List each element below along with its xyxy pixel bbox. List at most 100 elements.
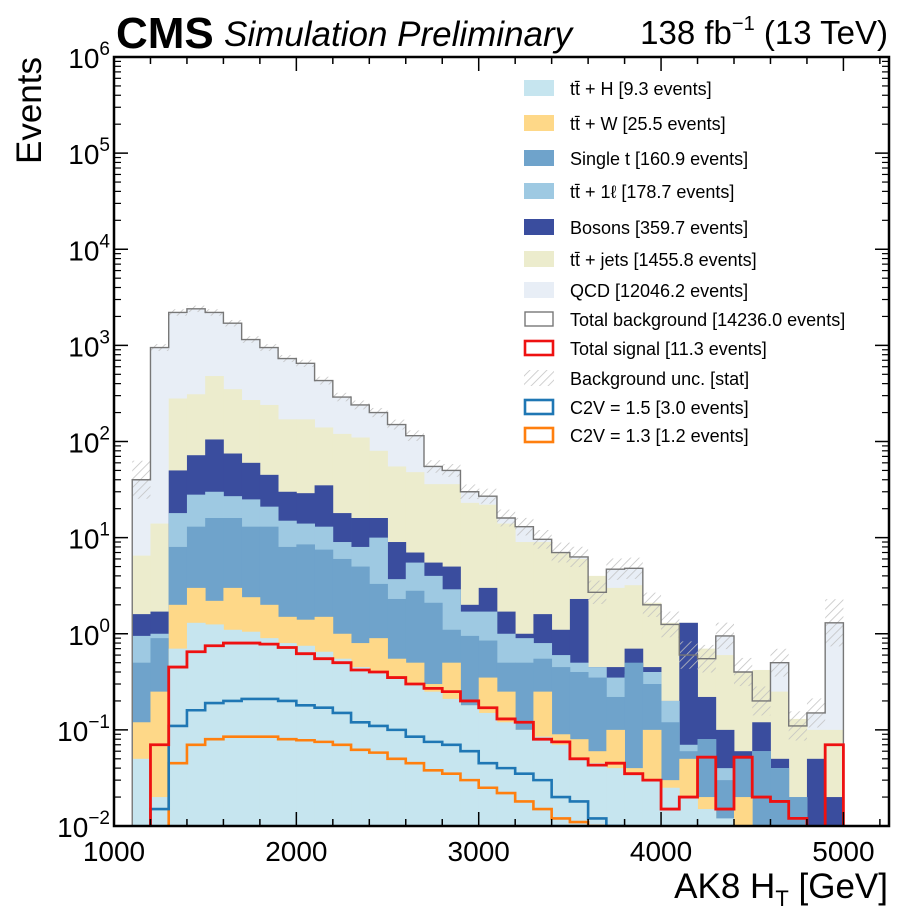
bar-ttH bbox=[715, 818, 735, 826]
bar-ttH bbox=[351, 667, 370, 826]
y-tick-label: 105 bbox=[68, 135, 110, 170]
c2v-1p3-line bbox=[167, 735, 608, 826]
x-tick-label: 1000 bbox=[83, 836, 145, 867]
y-tick-label: 100 bbox=[68, 616, 110, 651]
bar-ttH bbox=[442, 698, 461, 826]
legend-item-ttW: tt̄ + W [25.5 events] bbox=[524, 114, 726, 134]
bar-ttH bbox=[259, 638, 279, 826]
legend-label: C2V = 1.3 [1.2 events] bbox=[570, 426, 749, 446]
legend-label: Single t [160.9 events] bbox=[570, 149, 748, 169]
bar-ttH bbox=[679, 797, 698, 826]
bar-bosons bbox=[806, 758, 826, 826]
bar-ttH bbox=[642, 780, 662, 826]
legend-item-ttH: tt̄ + H [9.3 events] bbox=[524, 79, 712, 99]
x-tick-label: 5000 bbox=[812, 836, 874, 867]
bar-ttH bbox=[569, 758, 589, 826]
legend-label: tt̄ + H [9.3 events] bbox=[570, 79, 712, 99]
legend-item-hatch: Background unc. [stat] bbox=[524, 369, 749, 389]
bar-ttH bbox=[150, 797, 170, 826]
legend-swatch bbox=[523, 398, 555, 416]
bar-ttW bbox=[734, 797, 753, 826]
total-background-line bbox=[131, 308, 845, 826]
bar-ttW bbox=[150, 691, 170, 826]
bar-ttH bbox=[606, 768, 625, 826]
bar-ttH bbox=[515, 729, 534, 826]
bar-ttH bbox=[588, 763, 607, 826]
y-tick-label: 106 bbox=[68, 39, 110, 74]
legend-swatch bbox=[524, 150, 554, 166]
legend-item-qcd: QCD [12046.2 events] bbox=[524, 281, 748, 301]
total-signal-line bbox=[149, 641, 845, 826]
bar-ttH bbox=[478, 712, 498, 826]
legend-swatch bbox=[524, 183, 554, 199]
legend-label: C2V = 1.5 [3.0 events] bbox=[570, 398, 749, 418]
x-tick-label: 2000 bbox=[265, 836, 327, 867]
legend-label: Total background [14236.0 events] bbox=[570, 310, 845, 330]
legend-item-bosons: Bosons [359.7 events] bbox=[524, 218, 748, 238]
bar-ttH bbox=[296, 645, 315, 826]
legend-swatch bbox=[524, 80, 554, 96]
legend-swatch bbox=[524, 251, 554, 267]
legend-item-single_t: Single t [160.9 events] bbox=[524, 149, 748, 169]
y-tick-label: 101 bbox=[68, 520, 110, 555]
lumi-value: 138 fb bbox=[640, 14, 732, 51]
legend-swatch bbox=[524, 219, 554, 235]
x-axis-label-unit: [GeV] bbox=[789, 867, 888, 906]
legend-swatch bbox=[524, 115, 554, 131]
y-tick-label: 104 bbox=[68, 231, 110, 266]
legend-label: tt̄ + 1ℓ [178.7 events] bbox=[570, 182, 734, 202]
bar-ttH bbox=[661, 787, 680, 826]
x-axis-label-main: AK8 H bbox=[674, 867, 775, 906]
legend-label: QCD [12046.2 events] bbox=[570, 281, 748, 301]
x-axis-label-sub: T bbox=[775, 886, 788, 911]
legend-label: tt̄ + W [25.5 events] bbox=[570, 114, 726, 134]
bar-ttH bbox=[332, 658, 352, 826]
legend-label: Total signal [11.3 events] bbox=[570, 339, 767, 359]
legend: tt̄ + H [9.3 events] tt̄ + W [25.5 events… bbox=[523, 79, 845, 446]
y-tick-label: 10−2 bbox=[57, 808, 110, 843]
status-label: Simulation Preliminary bbox=[224, 15, 575, 54]
bar-bosons bbox=[825, 797, 844, 826]
bar-ttH bbox=[186, 622, 206, 826]
bar-ttH bbox=[697, 809, 717, 826]
legend-label: Background unc. [stat] bbox=[570, 369, 749, 389]
bar-single_t bbox=[715, 780, 735, 826]
y-axis-label: Events bbox=[10, 57, 49, 164]
legend-swatch bbox=[524, 311, 554, 327]
bar-ttH bbox=[314, 651, 334, 826]
legend-label: Bosons [359.7 events] bbox=[570, 218, 748, 238]
bar-ttH bbox=[424, 691, 443, 826]
c2v-1p5-line bbox=[149, 697, 626, 826]
cms-brand: CMS bbox=[116, 9, 214, 58]
legend-swatch bbox=[524, 282, 554, 298]
bar-ttH bbox=[624, 773, 644, 826]
bar-ttH bbox=[551, 744, 571, 826]
bar-ttH bbox=[241, 631, 261, 826]
legend-item-total_background: Total background [14236.0 events] bbox=[524, 310, 845, 330]
bar-ttH bbox=[223, 629, 243, 826]
stack-layer bbox=[132, 308, 844, 826]
lumi-label: 138 fb−1 (13 TeV) bbox=[640, 13, 888, 51]
legend-item-c2v_1p3: C2V = 1.3 [1.2 events] bbox=[523, 426, 749, 446]
x-tick-label: 3000 bbox=[448, 836, 510, 867]
legend-item-tt1l: tt̄ + 1ℓ [178.7 events] bbox=[524, 182, 734, 202]
legend-swatch bbox=[524, 370, 554, 386]
lumi-exponent: −1 bbox=[732, 13, 755, 35]
bar-ttH bbox=[496, 722, 516, 826]
line-layer bbox=[131, 308, 845, 826]
y-tick-label: 10−1 bbox=[57, 712, 110, 747]
bar-ttH bbox=[132, 758, 151, 826]
legend-swatch bbox=[523, 426, 555, 444]
bar-ttH bbox=[205, 624, 224, 826]
y-tick-label: 103 bbox=[68, 327, 110, 362]
bar-single_t bbox=[770, 768, 790, 826]
legend-item-total_signal: Total signal [11.3 events] bbox=[523, 339, 767, 359]
x-tick-label: 4000 bbox=[630, 836, 692, 867]
bar-single_t bbox=[788, 797, 808, 826]
legend-item-ttjets: tt̄ + jets [1455.8 events] bbox=[524, 250, 757, 270]
bar-ttH bbox=[278, 643, 297, 826]
bar-ttH bbox=[405, 684, 425, 826]
legend-item-c2v_1p5: C2V = 1.5 [3.0 events] bbox=[523, 398, 749, 418]
bar-ttH bbox=[460, 705, 480, 826]
bar-ttH bbox=[387, 677, 407, 826]
